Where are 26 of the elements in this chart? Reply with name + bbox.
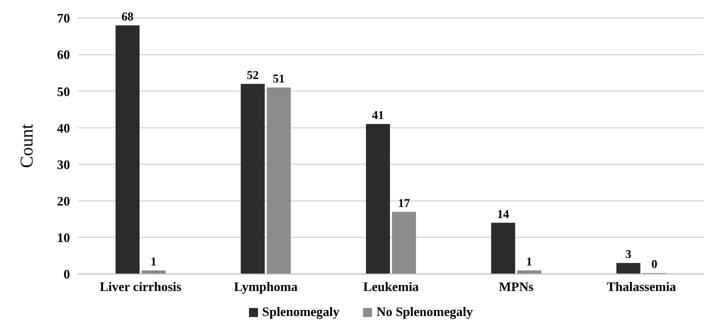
data-label: 17 xyxy=(398,196,410,210)
y-tick-label: 40 xyxy=(57,120,70,136)
legend-label: Splenomegaly xyxy=(262,304,340,320)
data-label: 14 xyxy=(497,206,510,221)
y-tick-label: 30 xyxy=(57,156,70,172)
y-tick-label: 10 xyxy=(57,230,70,246)
x-tick-label: Thalassemia xyxy=(606,279,677,294)
y-tick-label: 20 xyxy=(57,193,70,208)
data-label: 0 xyxy=(651,257,658,271)
data-label: 1 xyxy=(526,254,532,268)
data-label: 52 xyxy=(246,68,259,82)
data-label: 41 xyxy=(372,108,384,122)
data-label: 1 xyxy=(150,254,157,268)
y-tick-label: 60 xyxy=(57,47,70,62)
x-tick-label: Leukemia xyxy=(363,279,420,294)
y-tick-label: 50 xyxy=(57,84,70,99)
data-label: 51 xyxy=(272,71,285,86)
legend-label: No Splenomegaly xyxy=(376,304,473,320)
x-tick-label: Liver cirrhosis xyxy=(100,279,182,294)
x-tick-label: Lymphoma xyxy=(234,279,298,294)
data-label: 68 xyxy=(122,9,134,24)
data-label: 3 xyxy=(625,247,632,262)
y-tick-label: 0 xyxy=(64,266,70,282)
x-tick-label: MPNs xyxy=(498,279,534,294)
y-axis-title: Count xyxy=(16,124,36,168)
y-tick-label: 70 xyxy=(57,10,70,26)
